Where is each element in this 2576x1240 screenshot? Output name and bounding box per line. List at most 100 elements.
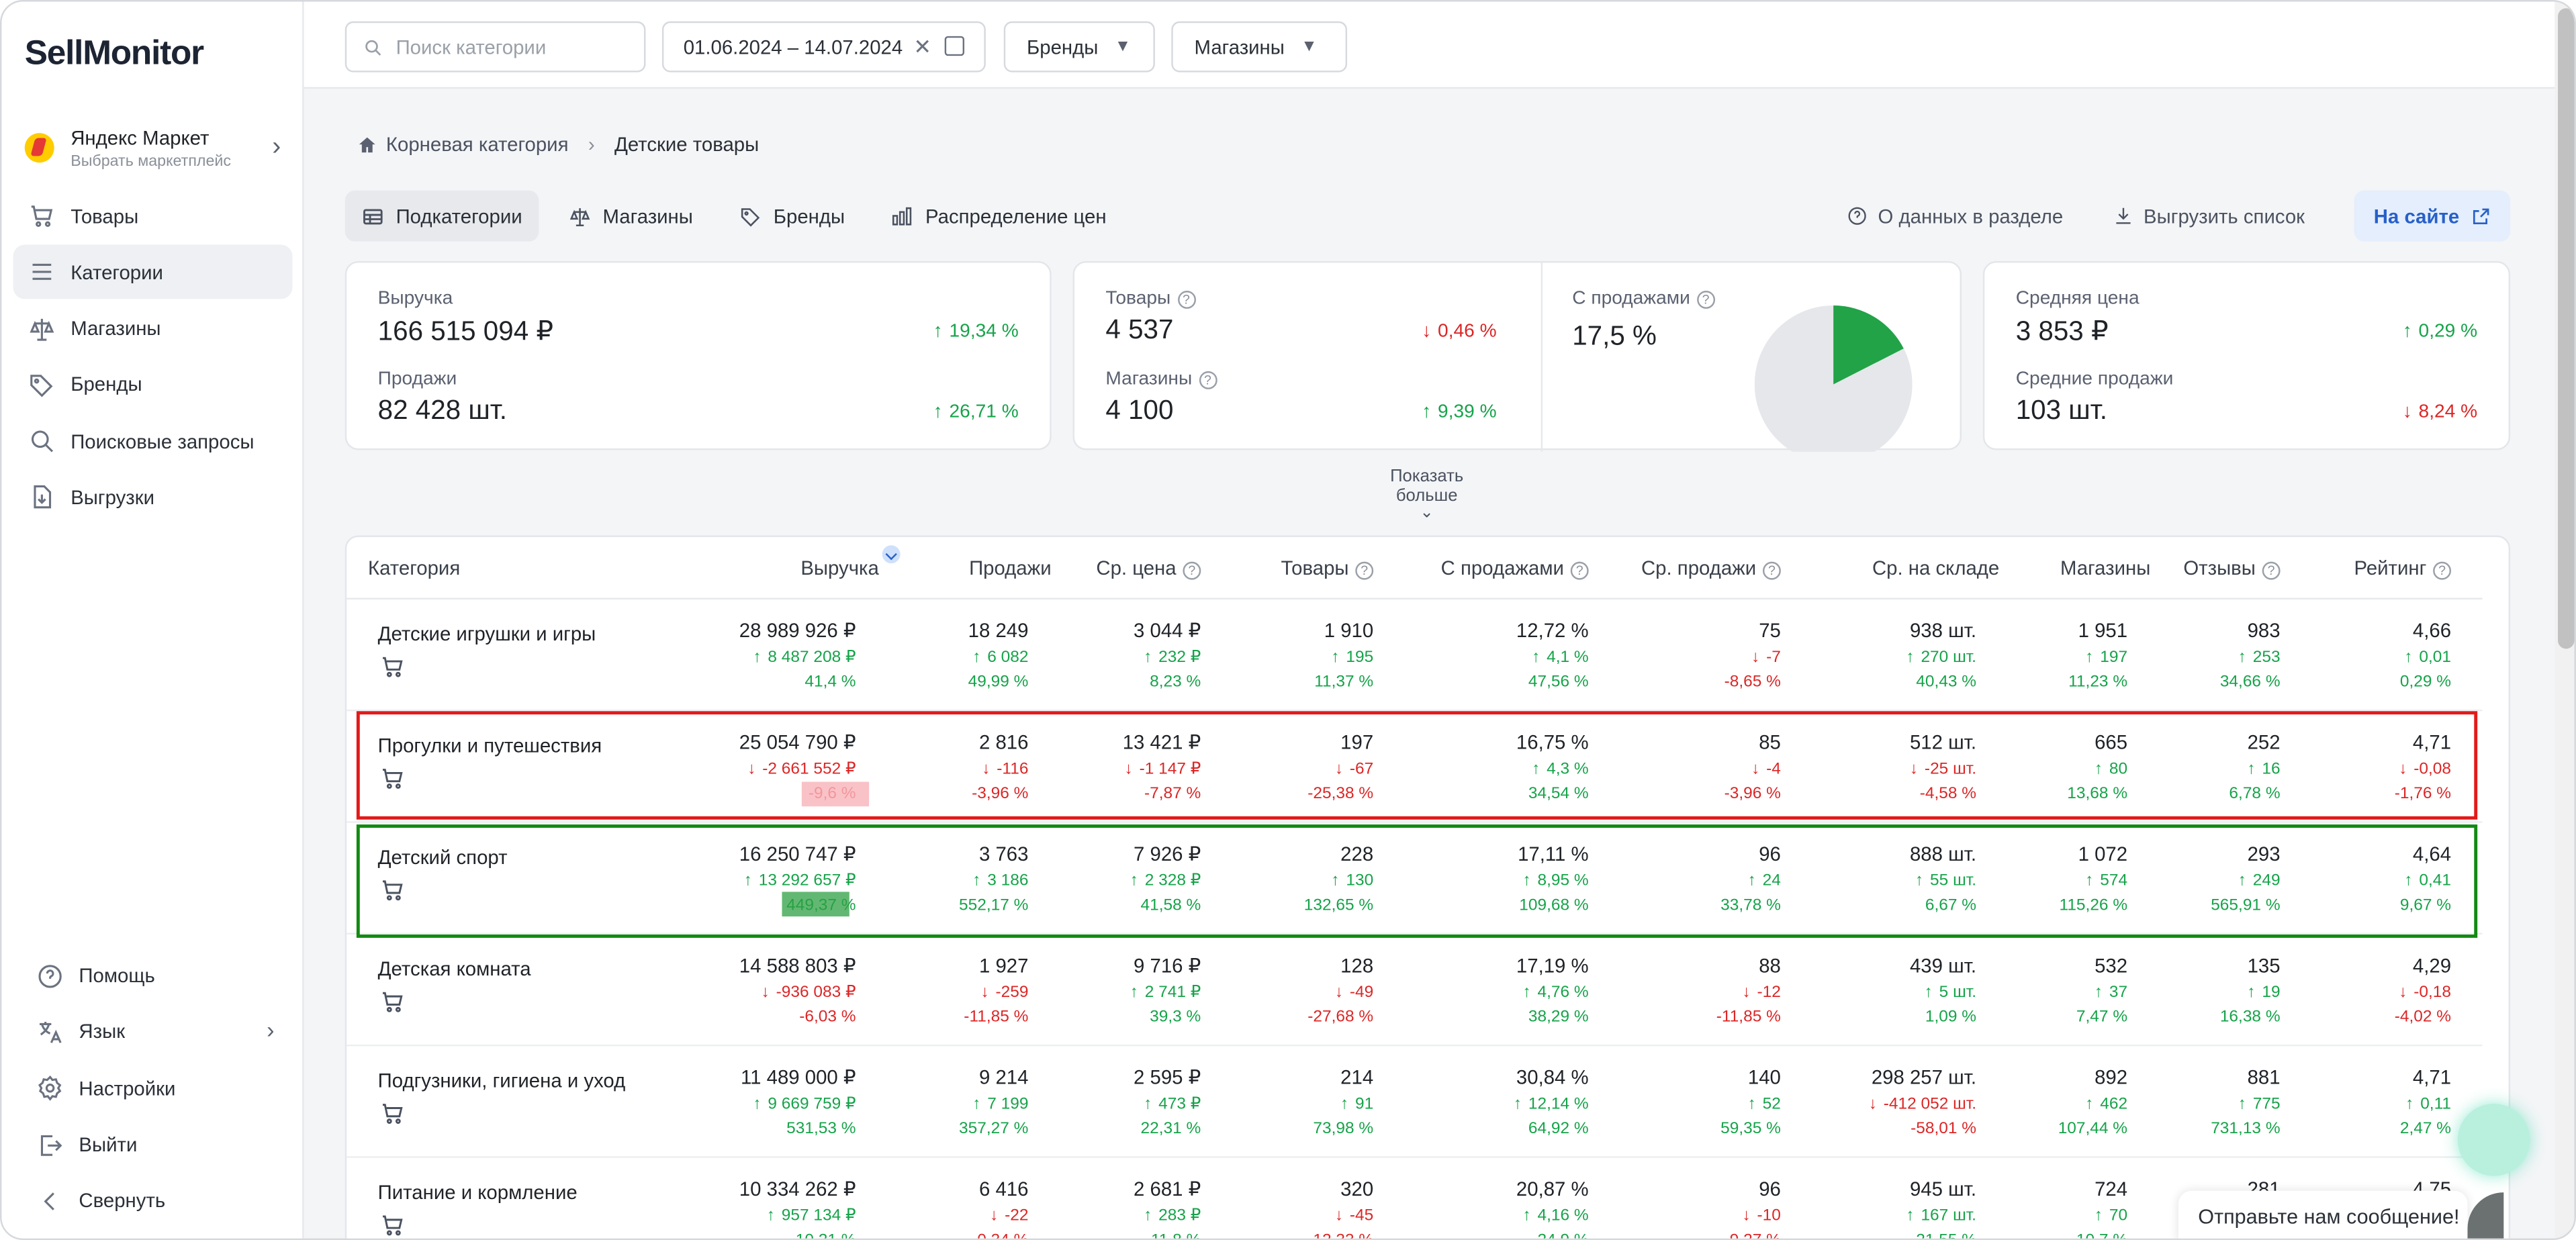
show-more-button[interactable]: Показать больше ⌄ <box>1357 467 1497 522</box>
sidebar-item-brands[interactable]: Бренды <box>13 358 293 412</box>
cell-col-sales: 1 927 ↓ -259 -11,85 % <box>831 935 1028 1046</box>
category-name[interactable]: Подгузники, гигиена и уход <box>377 1069 626 1092</box>
date-range-picker[interactable]: 01.06.2024 – 14.07.2024 ✕ <box>661 21 986 73</box>
header-col-shops[interactable]: Магазины <box>2060 557 2150 579</box>
cell-value: 1 951 <box>2078 619 2128 642</box>
header-col-avg-sales[interactable]: Ср. продажи? <box>1641 557 1781 580</box>
cell-percent: 59,35 % <box>1720 1120 1781 1139</box>
header-col-reviews[interactable]: Отзывы? <box>2183 557 2281 580</box>
export-list-button[interactable]: Выгрузить список <box>2113 205 2305 228</box>
cell-percent: 9,67 % <box>2399 896 2452 915</box>
help-icon[interactable]: ? <box>1355 561 1374 580</box>
cell-delta-value: -49 <box>1349 984 1374 1002</box>
collapse-sidebar-button[interactable]: Свернуть <box>25 1173 287 1229</box>
cell-percent: 552,17 % <box>959 896 1029 915</box>
help-icon[interactable]: ? <box>1762 561 1781 580</box>
cart-icon[interactable] <box>379 877 406 903</box>
table-row[interactable]: Подгузники, гигиена и уход 11 489 000 ₽ ↑ 9… <box>347 1046 2483 1158</box>
cart-icon[interactable] <box>379 654 406 680</box>
cell-delta: ↓ -4 <box>1751 761 1781 779</box>
cell-delta-value: -12 <box>1757 984 1781 1002</box>
help-icon[interactable]: ? <box>1177 291 1195 309</box>
help-icon[interactable]: ? <box>1183 561 1201 580</box>
shops-dropdown[interactable]: Магазины ▼ <box>1171 21 1348 73</box>
arrow-down-icon: ↓ <box>1742 984 1751 1002</box>
products-label: Товары <box>1105 289 1171 309</box>
marketplace-subtitle: Выбрать маркетплейс <box>71 152 232 171</box>
category-name[interactable]: Прогулки и путешествия <box>377 734 602 757</box>
red-marker-highlight <box>801 781 870 807</box>
language-menu[interactable]: Язык › <box>25 1004 287 1060</box>
header-col-rating[interactable]: Рейтинг? <box>2354 557 2452 580</box>
cell-delta-value: 249 <box>2252 872 2281 890</box>
arrow-down-icon: ↓ <box>1334 760 1344 779</box>
marketplace-selector[interactable]: Яндекс Маркет Выбрать маркетплейс › <box>24 123 287 175</box>
sidebar-item-search-queries[interactable]: Поисковые запросы <box>13 414 293 469</box>
header-label: Ср. продажи <box>1641 557 1757 580</box>
open-on-site-button[interactable]: На сайте <box>2354 190 2511 242</box>
cell-delta: ↑ 253 <box>2238 649 2281 667</box>
cart-icon[interactable] <box>379 1212 406 1238</box>
clear-date-icon[interactable]: ✕ <box>913 34 932 60</box>
header-col-with-sales[interactable]: С продажами? <box>1441 557 1589 580</box>
sidebar-item-products[interactable]: Товары <box>13 189 293 243</box>
header-col-products[interactable]: Товары? <box>1281 557 1374 580</box>
cell-delta-value: 91 <box>1354 1095 1374 1114</box>
about-data-button[interactable]: О данных в разделе <box>1847 205 2063 228</box>
table-row[interactable]: Питание и кормление 10 334 262 ₽ ↑ 957 134 … <box>347 1158 2482 1239</box>
help-icon[interactable]: ? <box>1570 561 1589 580</box>
header-col-revenue[interactable]: Выручка <box>800 545 901 580</box>
category-name[interactable]: Детские игрушки и игры <box>377 622 596 646</box>
help-icon[interactable]: ? <box>1198 371 1217 389</box>
sidebar-item-categories[interactable]: Категории <box>13 245 293 299</box>
arrow-up-icon: ↑ <box>1144 1207 1152 1226</box>
category-name[interactable]: Питание и кормление <box>377 1180 578 1204</box>
header-col-sales[interactable]: Продажи <box>969 557 1052 579</box>
logout-link[interactable]: Выйти <box>25 1116 287 1173</box>
cart-icon[interactable] <box>379 989 406 1015</box>
category-name[interactable]: Детский спорт <box>377 845 508 869</box>
tab-shops[interactable]: Магазины <box>552 191 710 242</box>
category-search-input[interactable]: Поиск категории <box>344 21 646 73</box>
tab-brands[interactable]: Бренды <box>723 191 862 242</box>
cart-icon[interactable] <box>379 765 406 792</box>
table-row[interactable]: Детская комната 14 588 803 ₽ ↓ -936 083 ₽ -6… <box>347 935 2483 1047</box>
help-link[interactable]: Помощь <box>25 948 287 1004</box>
cart-icon[interactable] <box>379 1100 406 1127</box>
header-col-category[interactable]: Категория <box>368 557 460 579</box>
scrollbar-thumb[interactable] <box>2558 8 2575 649</box>
category-name[interactable]: Детская комната <box>377 957 531 981</box>
tab-price-distribution[interactable]: Распределение цен <box>874 191 1123 242</box>
chevron-right-icon: › <box>267 1017 275 1044</box>
cell-delta: ↑ 13 292 657 ₽ <box>744 872 856 890</box>
help-icon[interactable]: ? <box>2262 561 2281 580</box>
cell-percent: 11,23 % <box>2068 673 2128 691</box>
cell-value: 16 250 747 ₽ <box>739 843 856 866</box>
sort-desc-icon[interactable] <box>882 545 901 564</box>
help-icon[interactable]: ? <box>1696 291 1715 309</box>
header-col-avg-price[interactable]: Ср. цена? <box>1096 557 1201 580</box>
chat-message-prompt[interactable]: Отправьте нам сообщение! <box>2178 1190 2468 1239</box>
cell-delta: ↓ -259 <box>980 984 1028 1002</box>
app-logo[interactable]: SellMonitor <box>24 34 204 73</box>
cell-col-rating: 4,71 ↓ -0,08 -1,76 % <box>2254 711 2451 822</box>
help-icon[interactable]: ? <box>2433 561 2452 580</box>
cell-delta: ↑ 4,3 % <box>1532 761 1589 779</box>
cell-delta: ↑ 70 <box>2095 1207 2127 1225</box>
brands-dropdown[interactable]: Бренды ▼ <box>1003 21 1155 73</box>
breadcrumb-root[interactable]: Корневая категория <box>385 133 569 156</box>
chat-widget-icon[interactable] <box>2457 1103 2530 1176</box>
settings-link[interactable]: Настройки <box>25 1060 287 1116</box>
header-label: Магазины <box>2060 557 2151 580</box>
cell-value: 293 <box>2247 843 2281 866</box>
header-col-avg-stock[interactable]: Ср. на складе <box>1872 557 1999 579</box>
table-row[interactable]: Детские игрушки и игры 28 989 926 ₽ ↑ 8 487… <box>347 600 2483 712</box>
cell-col-sales: 18 249 ↑ 6 082 49,99 % <box>831 600 1029 711</box>
sidebar-item-shops[interactable]: Магазины <box>13 301 293 356</box>
table-row[interactable]: Прогулки и путешествия 25 054 790 ₽ ↓ -2 66… <box>347 711 2483 823</box>
tab-subcategories[interactable]: Подкатегории <box>344 190 539 242</box>
sidebar-item-exports[interactable]: Выгрузки <box>13 471 293 525</box>
home-icon <box>359 136 375 152</box>
